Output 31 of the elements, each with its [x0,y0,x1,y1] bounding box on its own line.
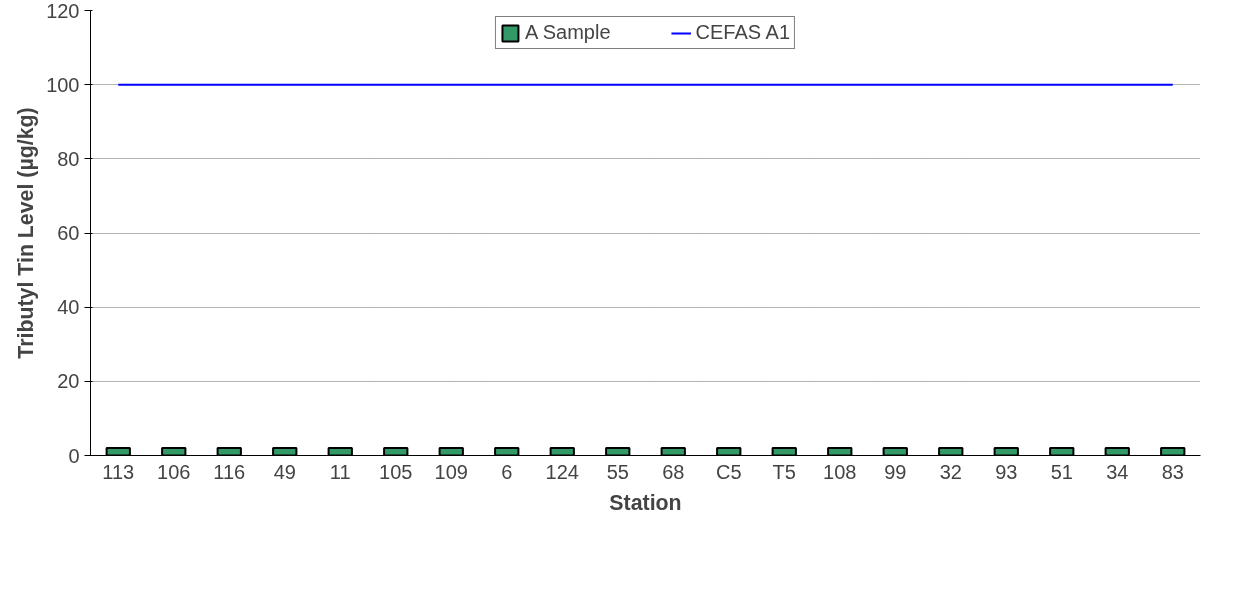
x-tick-label: 105 [379,460,413,483]
x-tick-label: 51 [1050,460,1073,483]
x-tick-label: 108 [823,460,857,483]
x-tick-label: 68 [662,460,685,483]
y-tick-label: 40 [57,296,80,319]
x-tick-label: 106 [157,460,191,483]
x-tick-label: 93 [995,460,1018,483]
y-tick-label: 80 [57,147,80,170]
x-tick-label: 124 [545,460,579,483]
y-tick-label: 60 [57,222,80,244]
y-axis-title: Tributyl Tin Level (µg/kg) [14,107,39,359]
y-tick-label: 120 [46,0,80,22]
x-axis-title: Station [609,490,682,515]
x-tick-label: 6 [501,460,513,483]
x-tick-label: 11 [329,460,351,483]
x-tick-label: 116 [213,460,246,483]
legend-label: A Sample [524,21,611,44]
x-tick-label: 32 [939,460,962,483]
x-tick-label: 83 [1161,460,1184,483]
x-tick-label: 55 [606,460,629,483]
legend-label: CEFAS A1 [695,21,791,44]
x-tick-label: C5 [715,460,742,483]
x-tick-label: 99 [884,460,907,483]
x-tick-label: T5 [772,460,796,483]
y-tick-label: 20 [57,370,80,393]
y-tick-label: 100 [46,73,80,96]
x-tick-label: 34 [1106,460,1129,483]
x-tick-label: 109 [434,460,468,483]
x-tick-label: 49 [273,460,296,483]
x-tick-label: 113 [102,460,135,483]
y-tick-label: 0 [68,444,80,467]
